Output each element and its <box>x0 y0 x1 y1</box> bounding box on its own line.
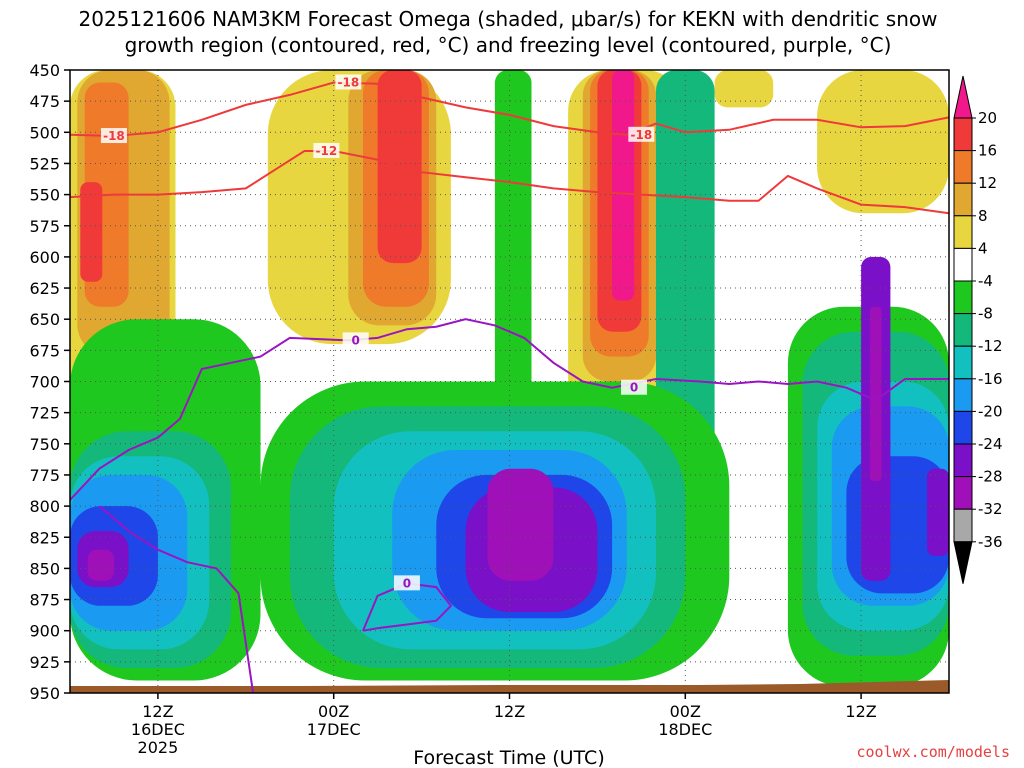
y-tick-label: 475 <box>29 92 60 111</box>
contour-line <box>70 150 949 215</box>
colorbar-swatch <box>953 345 973 380</box>
omega-region <box>487 468 554 581</box>
omega-region <box>612 70 635 301</box>
colorbar-swatch <box>953 117 973 152</box>
y-tick-label: 575 <box>29 217 60 236</box>
x-tick-label: 2025 <box>138 738 179 757</box>
y-tick-label: 875 <box>29 591 60 610</box>
temperature-contours: -18 -18 -18 -12 0 0 0 <box>70 74 949 693</box>
colorbar-swatch <box>953 150 973 184</box>
y-tick-label: 500 <box>29 123 60 142</box>
colorbar-swatch <box>953 378 973 412</box>
contour-label: -18 <box>338 75 360 89</box>
colorbar-label: 12 <box>978 174 997 192</box>
y-tick-label: 675 <box>29 341 60 360</box>
chart-title-line-1: 2025121606 NAM3KM Forecast Omega (shaded… <box>79 7 938 31</box>
colorbar-cap-bottom <box>953 541 973 584</box>
contour-label: -12 <box>316 144 338 158</box>
contour-label-bg <box>100 128 127 144</box>
y-tick-label: 800 <box>29 497 60 516</box>
y-tick-label: 950 <box>29 684 60 703</box>
contour-label: -18 <box>103 129 125 143</box>
colorbar-label: -8 <box>978 305 993 323</box>
contour-label: 0 <box>630 381 638 395</box>
colorbar-label: -4 <box>978 272 993 290</box>
x-tick-label: 18DEC <box>658 720 712 739</box>
x-tick-label: 00Z <box>318 702 349 721</box>
pressure-axis: 450 475 500 525 550 575 600 625 650 675 700 725 750 7… <box>29 61 70 703</box>
contour-label: 0 <box>403 576 411 590</box>
omega-region <box>656 70 715 469</box>
contour-label-bg <box>335 74 362 90</box>
colorbar-label: -24 <box>978 435 1003 453</box>
omega-region <box>714 70 774 108</box>
terrain-band <box>70 680 949 693</box>
y-tick-label: 700 <box>29 373 60 392</box>
y-tick-label: 750 <box>29 435 60 454</box>
contour-label-bg <box>393 575 420 591</box>
contour-label-bg <box>628 126 655 142</box>
y-tick-label: 825 <box>29 528 60 547</box>
colorbar-cap-top <box>953 75 973 119</box>
x-tick-label: 12Z <box>494 702 525 721</box>
colorbar-swatch <box>953 247 973 282</box>
y-tick-label: 550 <box>29 186 60 205</box>
omega-region <box>87 549 114 581</box>
chart-title-line-2: growth region (contoured, red, °C) and f… <box>125 33 892 57</box>
x-axis-label: Forecast Time (UTC) <box>413 747 604 768</box>
x-tick-label: 16DEC <box>131 720 185 739</box>
y-tick-label: 450 <box>29 61 60 80</box>
x-tick-label: 17DEC <box>307 720 361 739</box>
colorbar-swatch <box>953 313 973 347</box>
omega-region <box>869 306 882 482</box>
colorbar-label: -36 <box>978 533 1003 551</box>
x-tick-label: 12Z <box>142 702 173 721</box>
contour-line <box>98 505 255 693</box>
omega-region <box>927 468 949 556</box>
colorbar-swatch <box>953 215 973 249</box>
contour-line <box>362 582 453 632</box>
colorbar-swatch <box>953 476 973 510</box>
contour-label-bg <box>313 142 340 158</box>
y-tick-label: 900 <box>29 622 60 641</box>
contour-line <box>70 81 949 138</box>
contour-label: -18 <box>631 128 653 142</box>
x-tick-label: 00Z <box>670 702 701 721</box>
omega-shading <box>70 70 949 687</box>
colorbar-swatch <box>953 410 973 445</box>
colorbar-swatch <box>953 182 973 217</box>
colorbar-label: -28 <box>978 468 1003 486</box>
colorbar-label: 8 <box>978 207 988 225</box>
y-tick-label: 925 <box>29 653 60 672</box>
colorbar-label: 4 <box>978 239 988 257</box>
y-tick-label: 725 <box>29 404 60 423</box>
contour-label-bg <box>342 332 369 348</box>
credit-text: coolwx.com/models <box>856 743 1010 761</box>
contour-line <box>70 318 949 501</box>
colorbar-label: 16 <box>978 142 997 160</box>
colorbar-swatch <box>953 280 973 315</box>
y-tick-label: 775 <box>29 466 60 485</box>
omega-region <box>817 70 949 214</box>
colorbar-label: -20 <box>978 402 1003 420</box>
plot-area: -18 -18 -18 -12 0 0 0 <box>70 70 949 693</box>
contour-label-bg <box>621 379 648 395</box>
colorbar-label: -12 <box>978 337 1003 355</box>
colorbar-swatch <box>953 443 973 478</box>
colorbar-label: 20 <box>978 109 997 127</box>
colorbar-label: -32 <box>978 500 1003 518</box>
colorbar-swatch <box>953 508 973 543</box>
y-tick-label: 850 <box>29 559 60 578</box>
omega-colorbar: 20 16 12 8 4 -4 -8 -12 -16 -20 -24 -28 -32 -36 <box>953 75 1003 584</box>
colorbar-label: -16 <box>978 370 1003 388</box>
y-tick-label: 525 <box>29 154 60 173</box>
y-tick-label: 650 <box>29 310 60 329</box>
y-tick-label: 600 <box>29 248 60 267</box>
x-tick-label: 12Z <box>845 702 876 721</box>
contour-label: 0 <box>351 333 359 347</box>
y-tick-label: 625 <box>29 279 60 298</box>
